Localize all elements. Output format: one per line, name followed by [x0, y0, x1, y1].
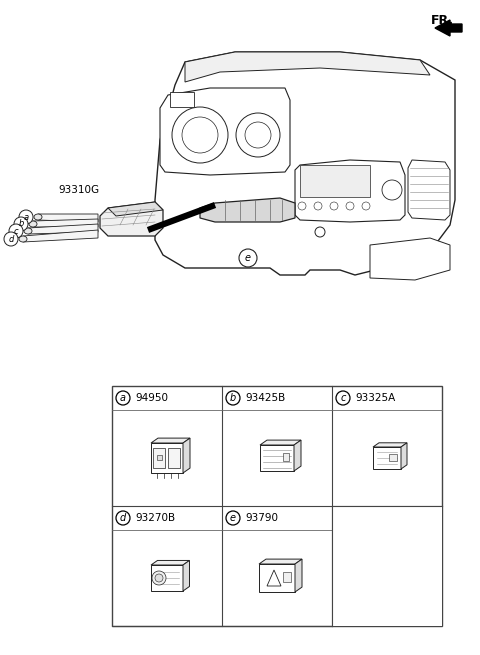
Text: 93270B: 93270B	[135, 513, 175, 523]
Bar	[170, 92, 194, 107]
Text: d: d	[8, 234, 14, 244]
Polygon shape	[295, 559, 302, 592]
Circle shape	[226, 511, 240, 525]
Polygon shape	[259, 559, 302, 564]
Bar	[300, 165, 370, 197]
Text: 94950: 94950	[135, 393, 168, 403]
Polygon shape	[151, 443, 183, 473]
Polygon shape	[168, 448, 180, 468]
Text: b: b	[230, 393, 236, 403]
Polygon shape	[401, 443, 407, 469]
Circle shape	[19, 210, 33, 224]
Circle shape	[116, 511, 130, 525]
Bar	[157, 455, 162, 460]
Circle shape	[346, 202, 354, 210]
Polygon shape	[155, 52, 455, 275]
Text: FR.: FR.	[431, 14, 454, 27]
Circle shape	[9, 224, 23, 238]
Polygon shape	[151, 565, 183, 591]
Polygon shape	[370, 238, 450, 280]
Polygon shape	[28, 224, 98, 234]
Circle shape	[336, 391, 350, 405]
Polygon shape	[259, 564, 295, 592]
Circle shape	[14, 217, 28, 231]
Circle shape	[116, 391, 130, 405]
Circle shape	[155, 574, 163, 582]
Polygon shape	[183, 561, 190, 591]
Polygon shape	[108, 202, 163, 216]
Polygon shape	[151, 438, 190, 443]
Polygon shape	[200, 198, 295, 222]
Text: a: a	[120, 393, 126, 403]
Text: e: e	[245, 253, 251, 263]
Circle shape	[172, 107, 228, 163]
Polygon shape	[160, 88, 290, 175]
Bar	[332, 506, 442, 626]
Ellipse shape	[19, 236, 27, 242]
Polygon shape	[153, 448, 165, 468]
Circle shape	[330, 202, 338, 210]
Circle shape	[239, 249, 257, 267]
Text: b: b	[18, 219, 24, 229]
Bar	[112, 386, 442, 626]
Circle shape	[382, 180, 402, 200]
Text: 93325A: 93325A	[355, 393, 395, 403]
Circle shape	[298, 202, 306, 210]
Polygon shape	[295, 160, 405, 222]
Text: 93310G: 93310G	[58, 185, 99, 195]
Polygon shape	[294, 440, 301, 471]
Circle shape	[152, 571, 166, 585]
Text: d: d	[120, 513, 126, 523]
Polygon shape	[373, 443, 407, 447]
Polygon shape	[38, 214, 98, 222]
Ellipse shape	[34, 214, 42, 220]
Text: c: c	[14, 227, 18, 236]
Polygon shape	[183, 438, 190, 473]
Text: 93790: 93790	[245, 513, 278, 523]
Ellipse shape	[29, 221, 37, 227]
Polygon shape	[23, 230, 98, 242]
Circle shape	[362, 202, 370, 210]
Circle shape	[226, 391, 240, 405]
Bar	[283, 453, 289, 461]
Polygon shape	[408, 160, 450, 220]
Polygon shape	[260, 440, 301, 445]
Polygon shape	[151, 561, 190, 565]
Polygon shape	[100, 202, 163, 236]
Circle shape	[245, 122, 271, 148]
Polygon shape	[373, 447, 401, 469]
Text: e: e	[230, 513, 236, 523]
Polygon shape	[33, 219, 98, 227]
Bar	[389, 454, 397, 461]
Polygon shape	[260, 445, 294, 471]
Polygon shape	[185, 52, 430, 82]
Text: 93425B: 93425B	[245, 393, 285, 403]
Polygon shape	[267, 570, 281, 586]
Circle shape	[315, 227, 325, 237]
Circle shape	[314, 202, 322, 210]
Polygon shape	[435, 20, 462, 36]
Circle shape	[236, 113, 280, 157]
Circle shape	[4, 232, 18, 246]
Ellipse shape	[24, 228, 32, 234]
Bar	[283, 572, 291, 582]
Text: a: a	[24, 212, 29, 221]
Circle shape	[182, 117, 218, 153]
Text: c: c	[340, 393, 346, 403]
